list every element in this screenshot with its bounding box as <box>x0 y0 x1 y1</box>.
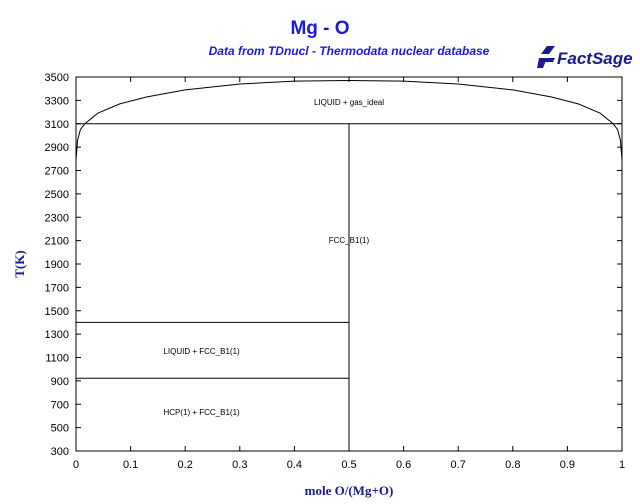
y-tick-label: 500 <box>51 423 69 435</box>
region-label: LIQUID + FCC_B1(1) <box>163 347 240 356</box>
region-label: FCC_B1(1) <box>329 236 370 245</box>
x-tick-label: 0.9 <box>560 459 575 471</box>
x-axis-label: mole O/(Mg+O) <box>305 483 394 498</box>
x-tick-label: 0.7 <box>451 459 466 471</box>
factsage-logo-text: FactSage <box>557 49 633 68</box>
y-tick-label: 900 <box>51 376 69 388</box>
y-tick-label: 3100 <box>45 119 69 131</box>
y-tick-label: 1900 <box>45 259 69 271</box>
factsage-logo: FactSage <box>537 46 633 68</box>
y-tick-label: 3500 <box>45 72 69 84</box>
x-tick-label: 0.2 <box>178 459 193 471</box>
x-tick-label: 0.3 <box>232 459 247 471</box>
region-label: HCP(1) + FCC_B1(1) <box>163 408 240 417</box>
x-tick-label: 0.5 <box>341 459 356 471</box>
y-tick-label: 1500 <box>45 306 69 318</box>
y-tick-label: 2900 <box>45 142 69 154</box>
y-axis-label: T(K) <box>12 250 27 277</box>
chart-subtitle: Data from TDnucl - Thermodata nuclear da… <box>208 44 490 58</box>
y-tick-label: 300 <box>51 446 69 458</box>
y-tick-label: 700 <box>51 399 69 411</box>
x-tick-label: 0.4 <box>287 459 302 471</box>
x-tick-label: 0.8 <box>505 459 520 471</box>
phase-boundary-0 <box>75 79 623 161</box>
y-tick-label: 2100 <box>45 236 69 248</box>
y-tick-label: 2500 <box>45 189 69 201</box>
chart-title: Mg - O <box>290 18 350 39</box>
y-tick-label: 2700 <box>45 166 69 178</box>
y-tick-label: 1700 <box>45 282 69 294</box>
region-label: LIQUID + gas_ideal <box>314 98 384 107</box>
x-tick-label: 0.1 <box>123 459 138 471</box>
x-tick-label: 1 <box>619 459 625 471</box>
y-tick-label: 1100 <box>45 353 69 365</box>
x-tick-label: 0 <box>73 459 79 471</box>
y-tick-label: 1300 <box>45 329 69 341</box>
y-tick-label: 2300 <box>45 212 69 224</box>
factsage-logo-icon <box>537 46 555 68</box>
y-tick-label: 3300 <box>45 95 69 107</box>
x-tick-label: 0.6 <box>396 459 411 471</box>
